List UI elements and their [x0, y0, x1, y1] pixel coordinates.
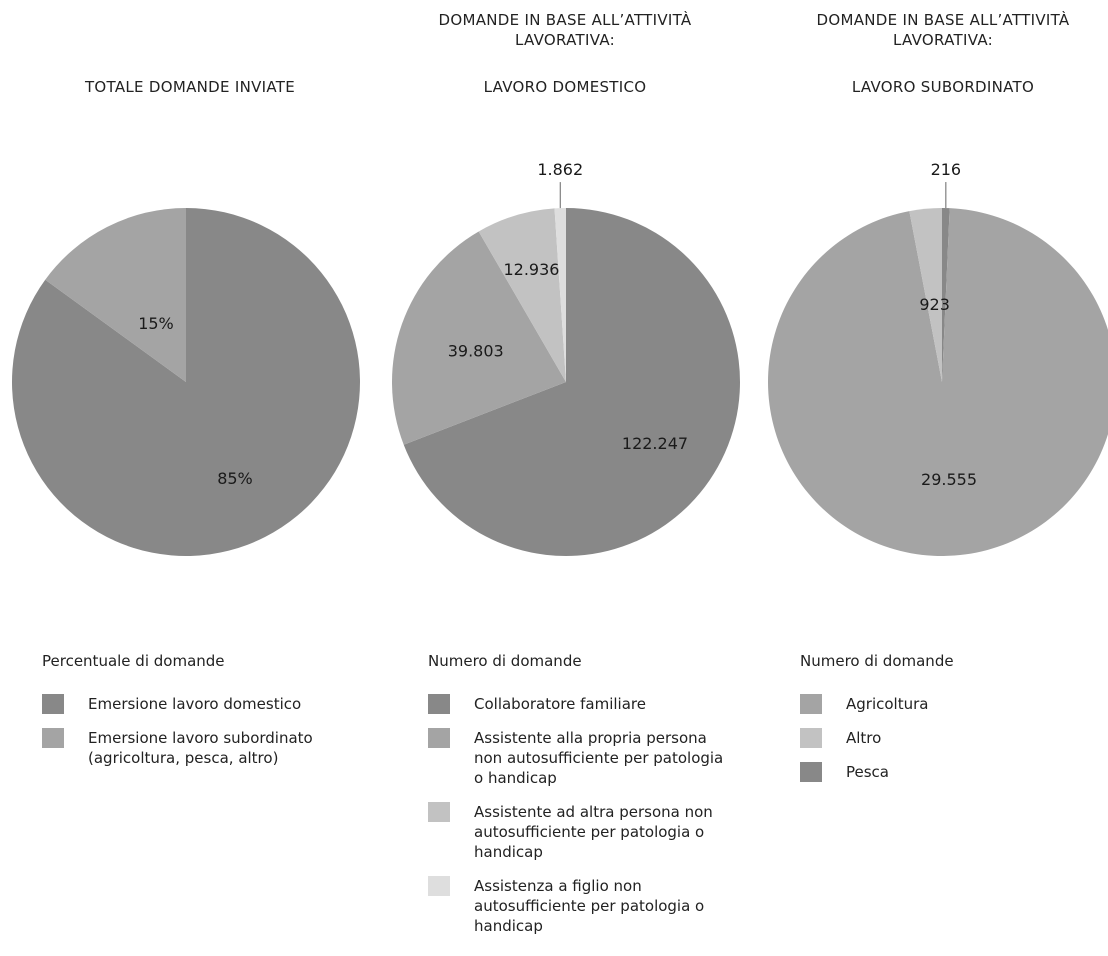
legend-swatch [428, 876, 450, 896]
chart-2-title: LAVORO DOMESTICO [400, 77, 730, 97]
slice-label: 29.555 [921, 470, 977, 489]
legend-item: Assistenza a figlio non autosufficiente … [428, 876, 728, 936]
legend-1-title: Percentuale di domande [42, 652, 225, 670]
legend-swatch [428, 728, 450, 748]
slice-label: 15% [138, 314, 174, 333]
slice-label: 216 [931, 160, 962, 179]
chart-3-heading: DOMANDE IN BASE ALL’ATTIVITÀ LAVORATIVA: [778, 10, 1108, 50]
slice-label: 923 [919, 295, 950, 314]
legend-item: Emersione lavoro domestico [42, 694, 342, 714]
legend-swatch [428, 802, 450, 822]
chart-2-heading: DOMANDE IN BASE ALL’ATTIVITÀ LAVORATIVA: [400, 10, 730, 50]
legend-label: Altro [846, 728, 881, 748]
chart-3-title: LAVORO SUBORDINATO [778, 77, 1108, 97]
legend-label: Emersione lavoro subordinato (agricoltur… [88, 728, 342, 768]
legend-label: Emersione lavoro domestico [88, 694, 301, 714]
legend-swatch [42, 694, 64, 714]
legend-swatch [800, 694, 822, 714]
slice-label: 122.247 [622, 434, 688, 453]
legend-label: Assistente alla propria persona non auto… [474, 728, 728, 788]
legend-label: Pesca [846, 762, 889, 782]
legend-label: Collaboratore familiare [474, 694, 646, 714]
legend-swatch [42, 728, 64, 748]
slice-label: 12.936 [503, 260, 559, 279]
legend-3-title: Numero di domande [800, 652, 954, 670]
legend-swatch [428, 694, 450, 714]
slice-label: 1.862 [537, 160, 583, 179]
pie-chart-total: 85% 15% [6, 202, 366, 562]
legend-label: Assistente ad altra persona non autosuff… [474, 802, 728, 862]
slice-label: 85% [217, 469, 253, 488]
legend-item: Emersione lavoro subordinato (agricoltur… [42, 728, 342, 768]
legend-item: Assistente alla propria persona non auto… [428, 728, 728, 788]
legend-label: Agricoltura [846, 694, 928, 714]
legend-swatch [800, 728, 822, 748]
slice-label: 39.803 [448, 341, 504, 360]
legend-label: Assistenza a figlio non autosufficiente … [474, 876, 728, 936]
legend-swatch [800, 762, 822, 782]
legend-item: Assistente ad altra persona non autosuff… [428, 802, 728, 862]
legend-item: Altro [800, 728, 1080, 748]
legend-2-title: Numero di domande [428, 652, 582, 670]
legend-item: Agricoltura [800, 694, 1080, 714]
legend-item: Collaboratore familiare [428, 694, 728, 714]
chart-1-title: TOTALE DOMANDE INVIATE [40, 77, 340, 97]
legend-item: Pesca [800, 762, 1080, 782]
